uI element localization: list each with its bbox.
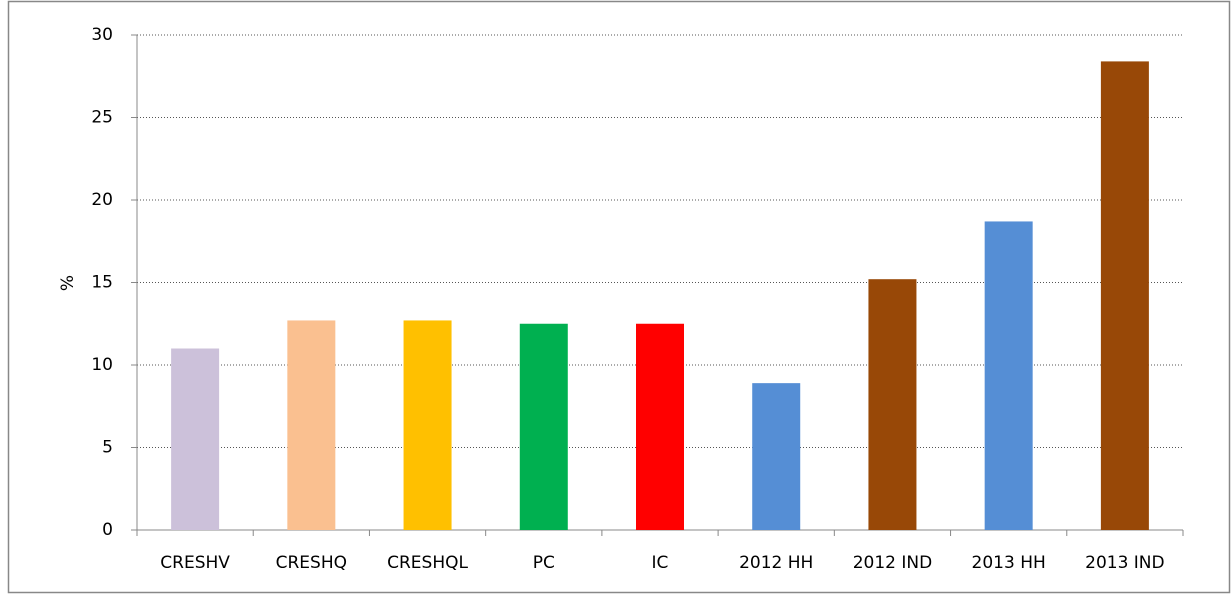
bar (171, 348, 220, 530)
x-tick-label: 2012 HH (739, 553, 813, 573)
y-tick-label: 20 (91, 190, 113, 210)
x-tick-label: PC (533, 553, 555, 573)
bar (868, 279, 917, 530)
x-tick-label: 2012 IND (853, 553, 933, 573)
x-tick-label: 2013 HH (972, 553, 1046, 573)
bar (1100, 61, 1149, 531)
bar (519, 323, 568, 530)
y-tick-label: 5 (102, 438, 113, 458)
bar (403, 320, 452, 530)
y-tick-label: 30 (91, 25, 113, 45)
x-tick-label: IC (652, 553, 669, 573)
bar (287, 320, 336, 530)
bar (636, 323, 684, 530)
y-tick-label: 0 (102, 520, 113, 540)
y-tick-label: 25 (91, 108, 113, 128)
x-tick-label: CRESHQ (276, 553, 347, 573)
x-tick-label: 2013 IND (1085, 553, 1165, 573)
y-tick-label: 10 (91, 355, 113, 375)
y-tick-label: 15 (91, 273, 113, 293)
bar (984, 221, 1033, 530)
y-axis-label: % (58, 275, 78, 291)
x-tick-label: CRESHQL (387, 553, 468, 573)
bar (752, 383, 801, 530)
x-tick-label: CRESHV (160, 553, 230, 573)
